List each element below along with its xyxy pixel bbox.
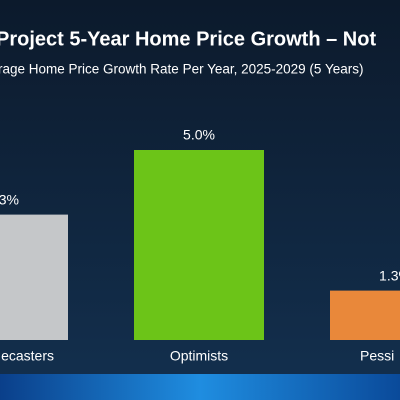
bar — [0, 214, 68, 340]
x-tick-label: Pessi — [360, 348, 394, 364]
x-tick-label: ecasters — [1, 348, 54, 364]
value-label: 3.3% — [0, 191, 19, 207]
bar — [330, 290, 400, 340]
footer-strip — [0, 374, 400, 400]
x-tick-label: Optimists — [170, 348, 228, 364]
value-label: 5.0% — [183, 127, 215, 143]
chart-title: Project 5-Year Home Price Growth – Not — [0, 28, 376, 50]
value-label: 1.3% — [379, 267, 400, 283]
chart-subtitle: rage Home Price Growth Rate Per Year, 20… — [0, 62, 363, 77]
bar — [134, 150, 264, 340]
